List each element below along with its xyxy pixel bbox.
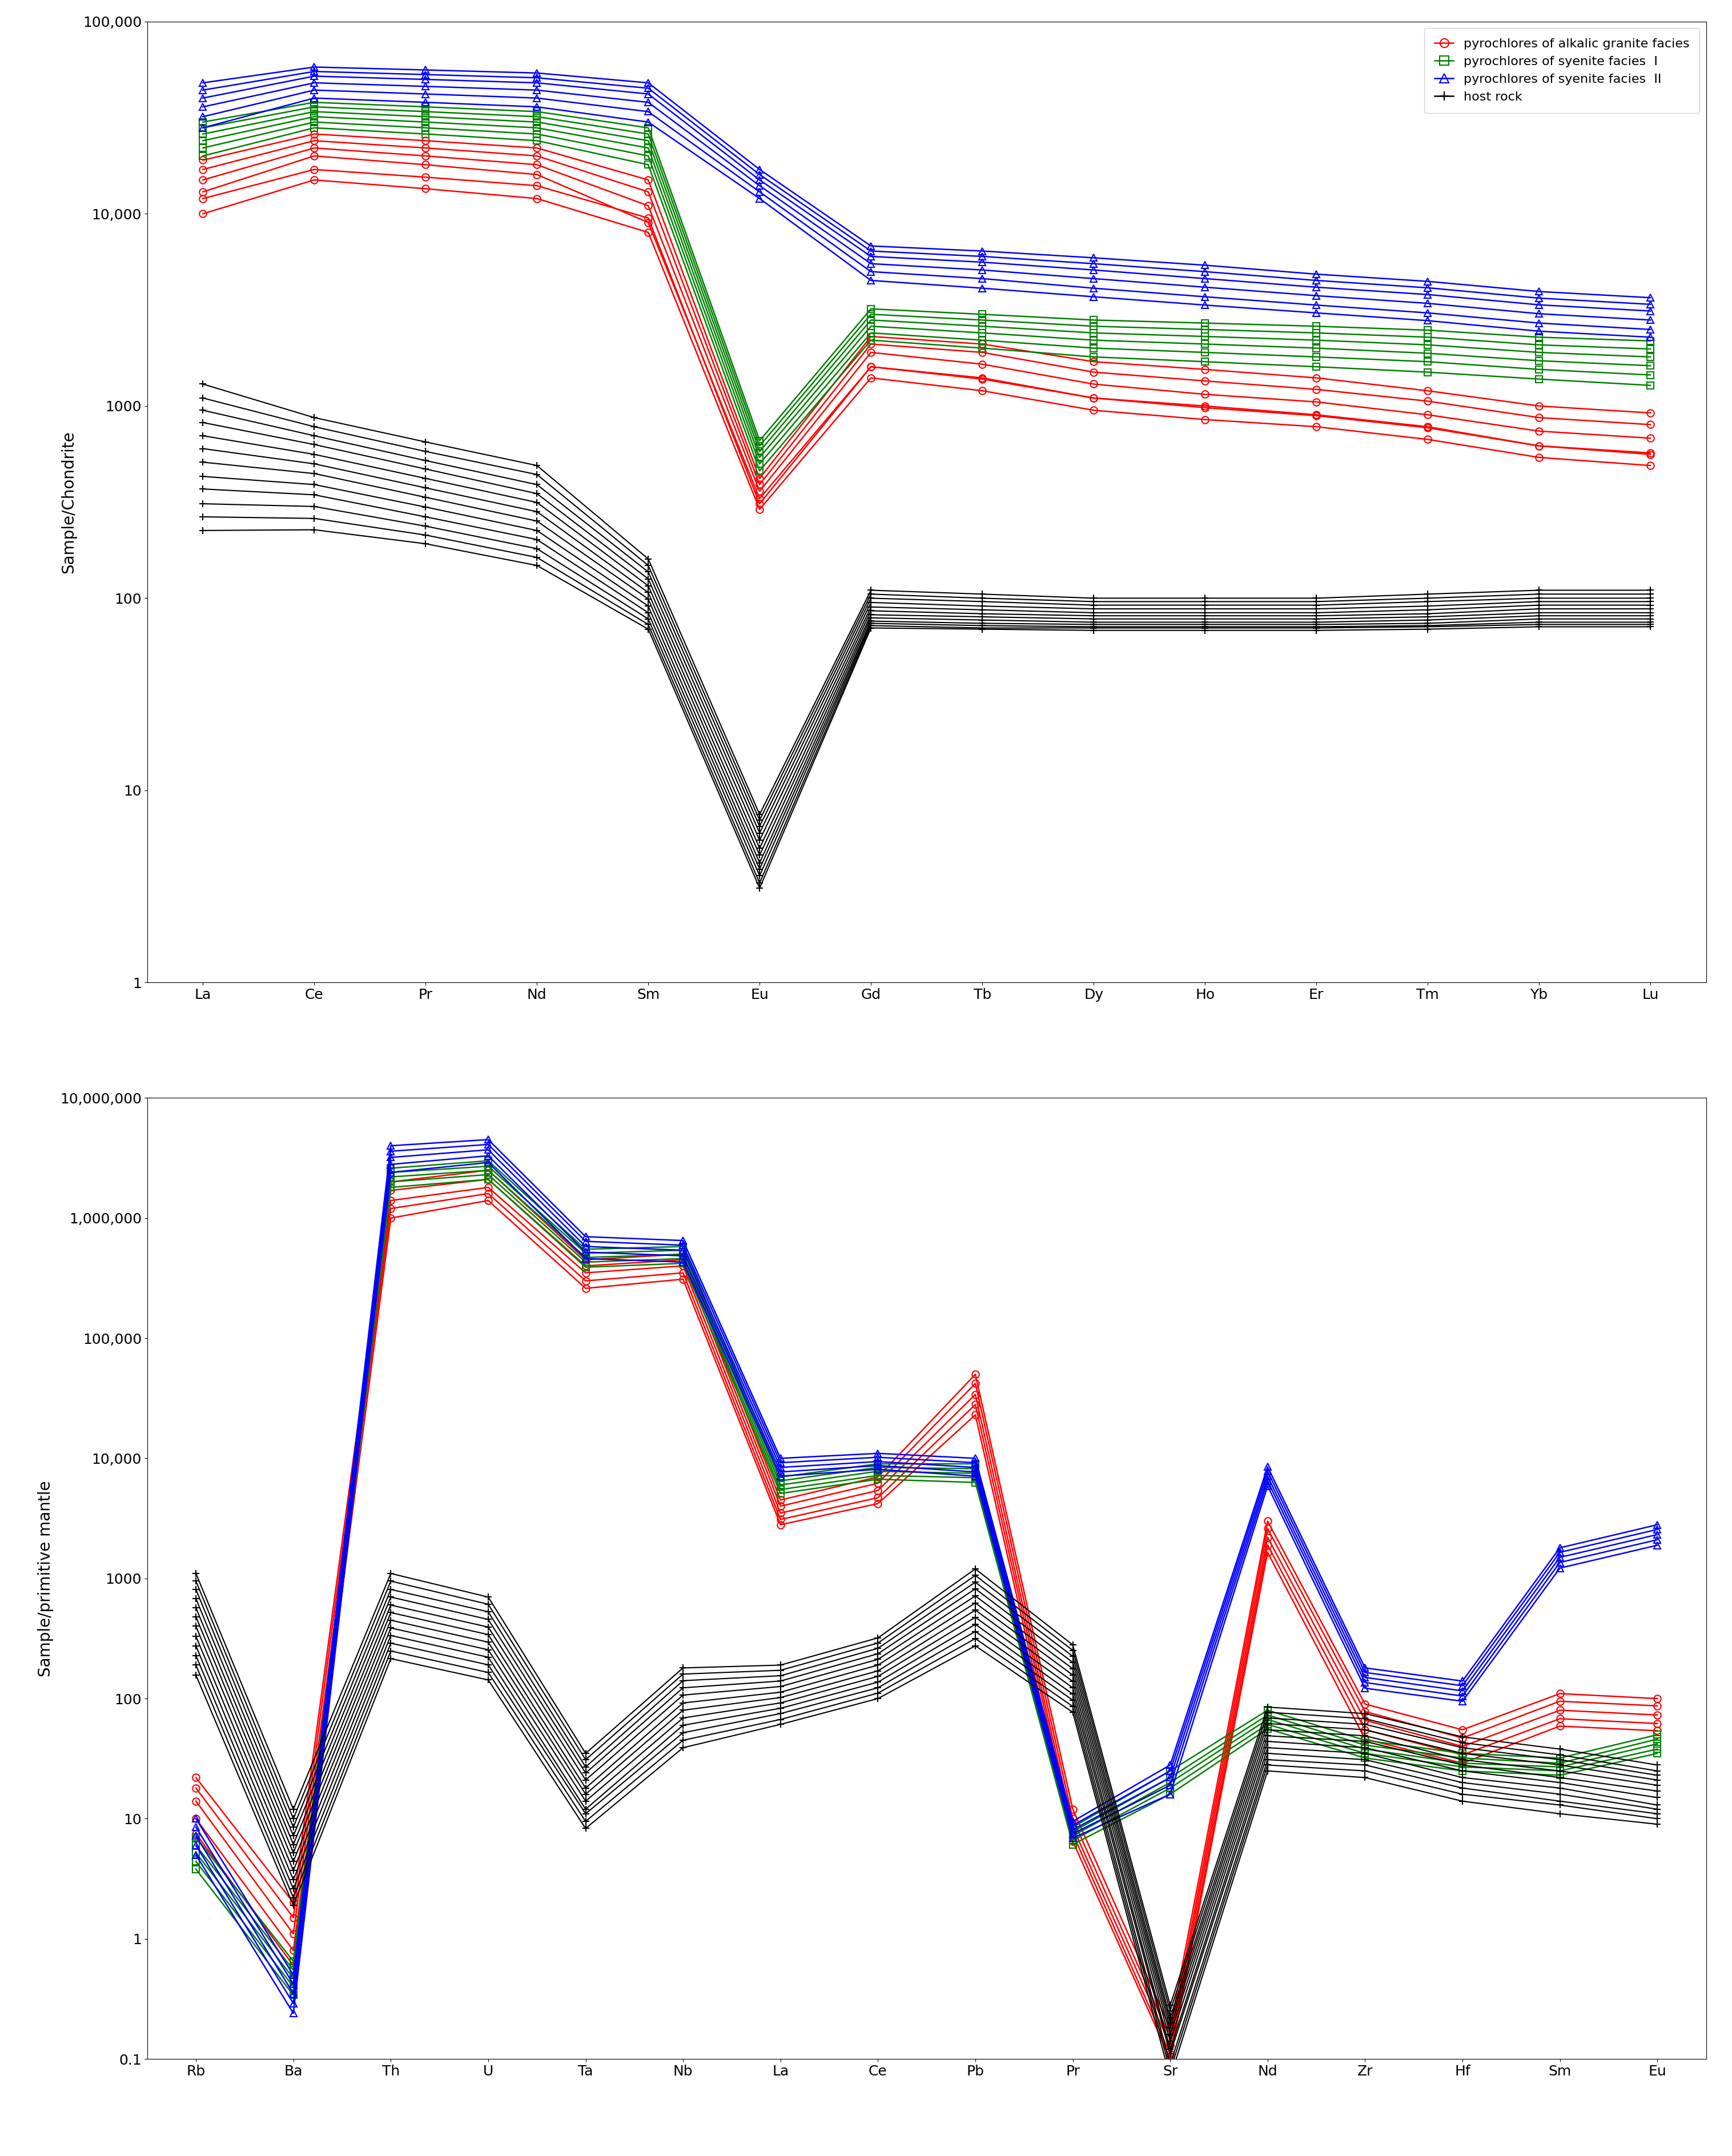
Y-axis label: Sample/Chondrite: Sample/Chondrite	[61, 431, 76, 573]
Legend: pyrochlores of alkalic granite facies, pyrochlores of syenite facies  I, pyrochl: pyrochlores of alkalic granite facies, p…	[1424, 28, 1699, 112]
Y-axis label: Sample/primitive mantle: Sample/primitive mantle	[38, 1481, 54, 1677]
